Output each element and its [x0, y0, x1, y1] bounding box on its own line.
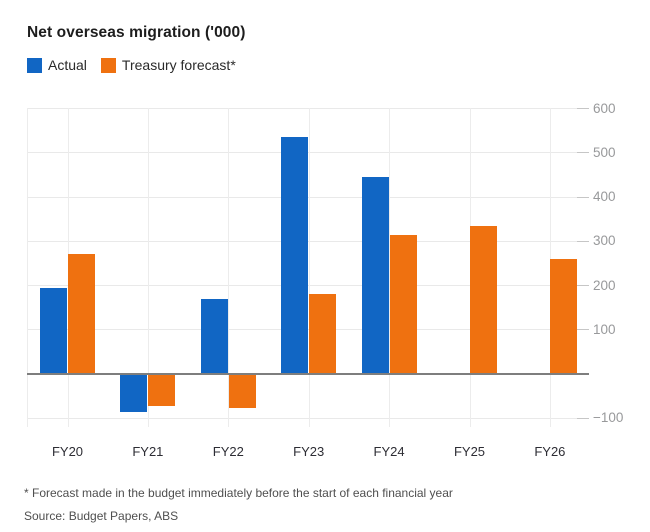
x-category-label-FY24: FY24 [373, 444, 405, 459]
x-category-label-FY25: FY25 [453, 444, 486, 459]
legend-label-actual: Actual [48, 57, 87, 73]
legend-label-forecast: Treasury forecast* [121, 57, 236, 73]
source-attribution: Source: Budget Papers, ABS [24, 509, 179, 523]
y-tick-label-400: 400 [593, 189, 616, 204]
y-tick--100 [577, 417, 589, 419]
y-tick-300 [577, 240, 589, 242]
y-tick-500 [577, 152, 589, 154]
x-category-label-FY21: FY21 [132, 444, 164, 459]
x-category-label-FY22: FY22 [212, 444, 244, 459]
zero-baseline [27, 373, 589, 375]
y-tick-label--100: −100 [593, 410, 624, 426]
bar-forecast-FY23 [309, 294, 337, 374]
x-category-label-FY23: FY23 [293, 444, 325, 459]
y-tick-200 [577, 285, 589, 286]
actual-swatch-icon [27, 57, 42, 73]
bar-actual-FY21 [120, 374, 148, 412]
x-gridline-FY21 [147, 108, 149, 427]
y-tick-label-300: 300 [593, 233, 616, 249]
bar-actual-FY24 [361, 176, 389, 374]
bar-actual-FY23 [281, 136, 309, 374]
bar-actual-FY20 [40, 288, 67, 374]
y-tick-label-600: 600 [593, 100, 616, 116]
y-gridline--100 [27, 417, 589, 419]
y-tick-label-500: 500 [593, 144, 616, 160]
y-tick-label-100: 100 [593, 321, 616, 337]
x-gridline-FY23 [308, 108, 310, 427]
y-tick-label-200: 200 [593, 277, 616, 293]
legend: Actual Treasury forecast* [27, 57, 250, 73]
legend-item-forecast: Treasury forecast* [100, 57, 236, 73]
bar-actual-FY22 [200, 298, 228, 374]
bar-forecast-FY20 [68, 254, 95, 374]
forecast-swatch-icon [100, 57, 116, 73]
chart-title: Net overseas migration ('000) [27, 24, 246, 41]
bar-forecast-FY22 [228, 374, 256, 409]
bar-forecast-FY26 [550, 258, 578, 374]
legend-item-actual: Actual [27, 57, 87, 73]
plot-left-gridline [27, 108, 28, 427]
bar-forecast-FY25 [470, 225, 497, 374]
y-gridline-600 [27, 108, 589, 109]
y-tick-400 [577, 196, 589, 198]
x-category-label-FY26: FY26 [534, 444, 566, 459]
x-gridline-FY22 [228, 108, 230, 427]
y-tick-100 [577, 329, 589, 331]
bar-forecast-FY24 [389, 234, 417, 374]
bar-forecast-FY21 [148, 374, 176, 406]
footnote: * Forecast made in the budget immediatel… [24, 486, 453, 500]
x-category-label-FY20: FY20 [51, 444, 84, 459]
y-tick-600 [577, 108, 589, 109]
